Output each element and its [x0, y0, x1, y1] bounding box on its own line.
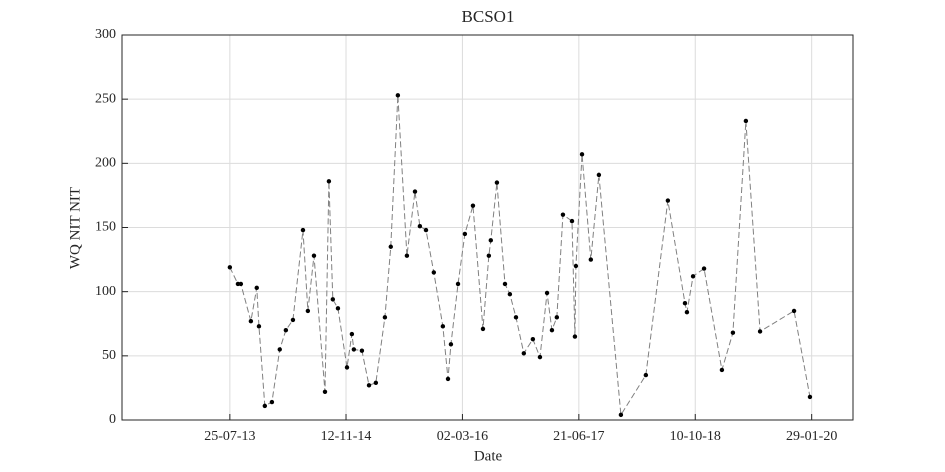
y-tick-label: 150	[95, 220, 116, 235]
data-point	[256, 324, 262, 329]
data-point	[665, 198, 671, 203]
data-point	[431, 270, 437, 275]
data-point	[486, 253, 492, 258]
data-point	[448, 342, 454, 347]
data-point	[494, 180, 500, 185]
data-point	[730, 330, 736, 335]
data-point	[537, 354, 543, 360]
data-point	[248, 318, 254, 324]
data-point	[791, 308, 797, 314]
y-tick-label: 0	[109, 412, 116, 427]
data-point	[480, 326, 486, 332]
data-point	[238, 281, 244, 287]
data-point	[596, 172, 602, 178]
x-tick-label: 29-01-20	[786, 429, 837, 444]
data-point	[743, 118, 749, 124]
x-tick-label: 25-07-13	[204, 429, 255, 444]
data-point	[560, 212, 566, 217]
data-point	[349, 331, 355, 337]
plot-box	[121, 34, 854, 421]
data-point	[470, 203, 476, 208]
y-tick-label: 200	[95, 156, 116, 171]
data-point	[283, 327, 289, 333]
data-point	[579, 152, 585, 157]
data-point	[351, 347, 357, 352]
data-point	[440, 324, 446, 329]
data-point	[330, 297, 336, 302]
data-point	[269, 399, 275, 405]
data-point	[300, 227, 306, 233]
data-point	[404, 253, 410, 258]
data-point	[701, 266, 707, 271]
y-tick-label: 250	[95, 91, 116, 106]
data-point	[335, 306, 341, 311]
data-point	[554, 315, 560, 320]
data-line	[229, 95, 811, 417]
data-point	[588, 257, 594, 262]
data-point	[455, 281, 461, 287]
y-tick-label: 300	[95, 27, 116, 42]
data-point	[290, 317, 296, 323]
data-point	[417, 224, 423, 229]
data-point	[395, 93, 401, 98]
x-tick-label: 21-06-17	[553, 429, 604, 444]
data-point	[807, 394, 813, 400]
data-point	[322, 389, 328, 394]
data-point	[373, 380, 379, 385]
y-tick-label: 50	[102, 348, 116, 363]
y-axis-label: WQ NIT NIT	[67, 187, 83, 269]
data-point	[423, 227, 429, 233]
x-tick-label: 02-03-16	[437, 429, 488, 444]
data-point	[277, 347, 282, 352]
data-point	[366, 383, 372, 388]
data-point	[643, 372, 649, 378]
data-point	[719, 367, 725, 373]
data-point	[684, 310, 690, 315]
data-point	[572, 334, 578, 339]
data-point	[311, 253, 317, 258]
x-tick-label: 10-10-18	[670, 429, 721, 444]
y-tick-label: 100	[95, 284, 116, 299]
data-point	[344, 365, 350, 370]
data-point	[569, 218, 575, 224]
data-point	[690, 274, 696, 279]
data-point	[254, 285, 259, 291]
data-point	[445, 376, 451, 382]
data-point	[502, 281, 508, 287]
data-point	[326, 179, 332, 184]
data-point	[513, 315, 519, 320]
data-point	[544, 290, 550, 296]
data-point	[382, 315, 388, 320]
data-point	[757, 329, 763, 334]
data-point	[488, 238, 494, 243]
data-point	[462, 231, 468, 237]
data-point	[262, 403, 268, 409]
x-tick-label: 12-11-14	[321, 429, 372, 444]
data-point	[530, 336, 536, 342]
data-point	[573, 263, 579, 269]
x-axis-label: Date	[474, 448, 503, 464]
data-point	[412, 189, 418, 194]
data-point	[549, 327, 555, 333]
data-point	[227, 265, 233, 270]
data-point	[618, 412, 624, 418]
data-point	[359, 348, 365, 353]
data-point	[305, 308, 311, 314]
data-point	[521, 351, 527, 356]
data-point	[388, 244, 393, 249]
chart-title: BCSO1	[462, 7, 515, 26]
data-point	[682, 301, 688, 306]
data-point	[507, 292, 513, 297]
